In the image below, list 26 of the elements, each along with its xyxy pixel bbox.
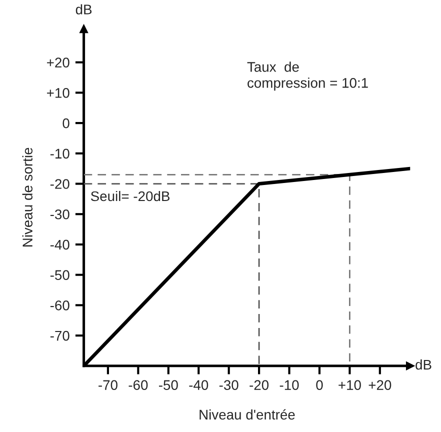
y-tick-label: -30	[50, 209, 70, 220]
y-tick-label: +10	[47, 88, 70, 98]
y-tick-label: -50	[50, 270, 70, 280]
y-tick-label: -40	[50, 240, 70, 250]
x-axis-title: Niveau d'entrée	[200, 409, 295, 420]
y-tick-label: 0	[62, 118, 70, 128]
y-tick-label: -10	[50, 148, 70, 159]
text: dB	[76, 4, 92, 14]
x-tick-label: -40	[189, 380, 208, 390]
x-tick-label: -70	[98, 380, 118, 390]
y-tick-label: -20	[50, 179, 70, 189]
x-tick-label: -10	[280, 380, 299, 390]
x-tick-label: +10	[338, 380, 361, 390]
x-tick-label: 0	[316, 380, 323, 390]
text: dB	[416, 359, 432, 370]
x-tick-label: +20	[368, 380, 392, 390]
annotation: Seuil= -20dB	[90, 190, 170, 202]
y-axis-title: Niveau de sortie	[22, 148, 32, 246]
y-tick-label: -70	[50, 330, 70, 341]
y-tick-label: -60	[50, 300, 70, 310]
x-tick-label: -20	[250, 380, 269, 390]
x-tick-label: -50	[158, 380, 178, 390]
y-tick-label: +20	[47, 58, 70, 68]
x-tick-label: -60	[128, 380, 148, 390]
annotation: Taux de compression = 10:1	[247, 62, 368, 91]
x-tick-label: -30	[219, 380, 238, 390]
